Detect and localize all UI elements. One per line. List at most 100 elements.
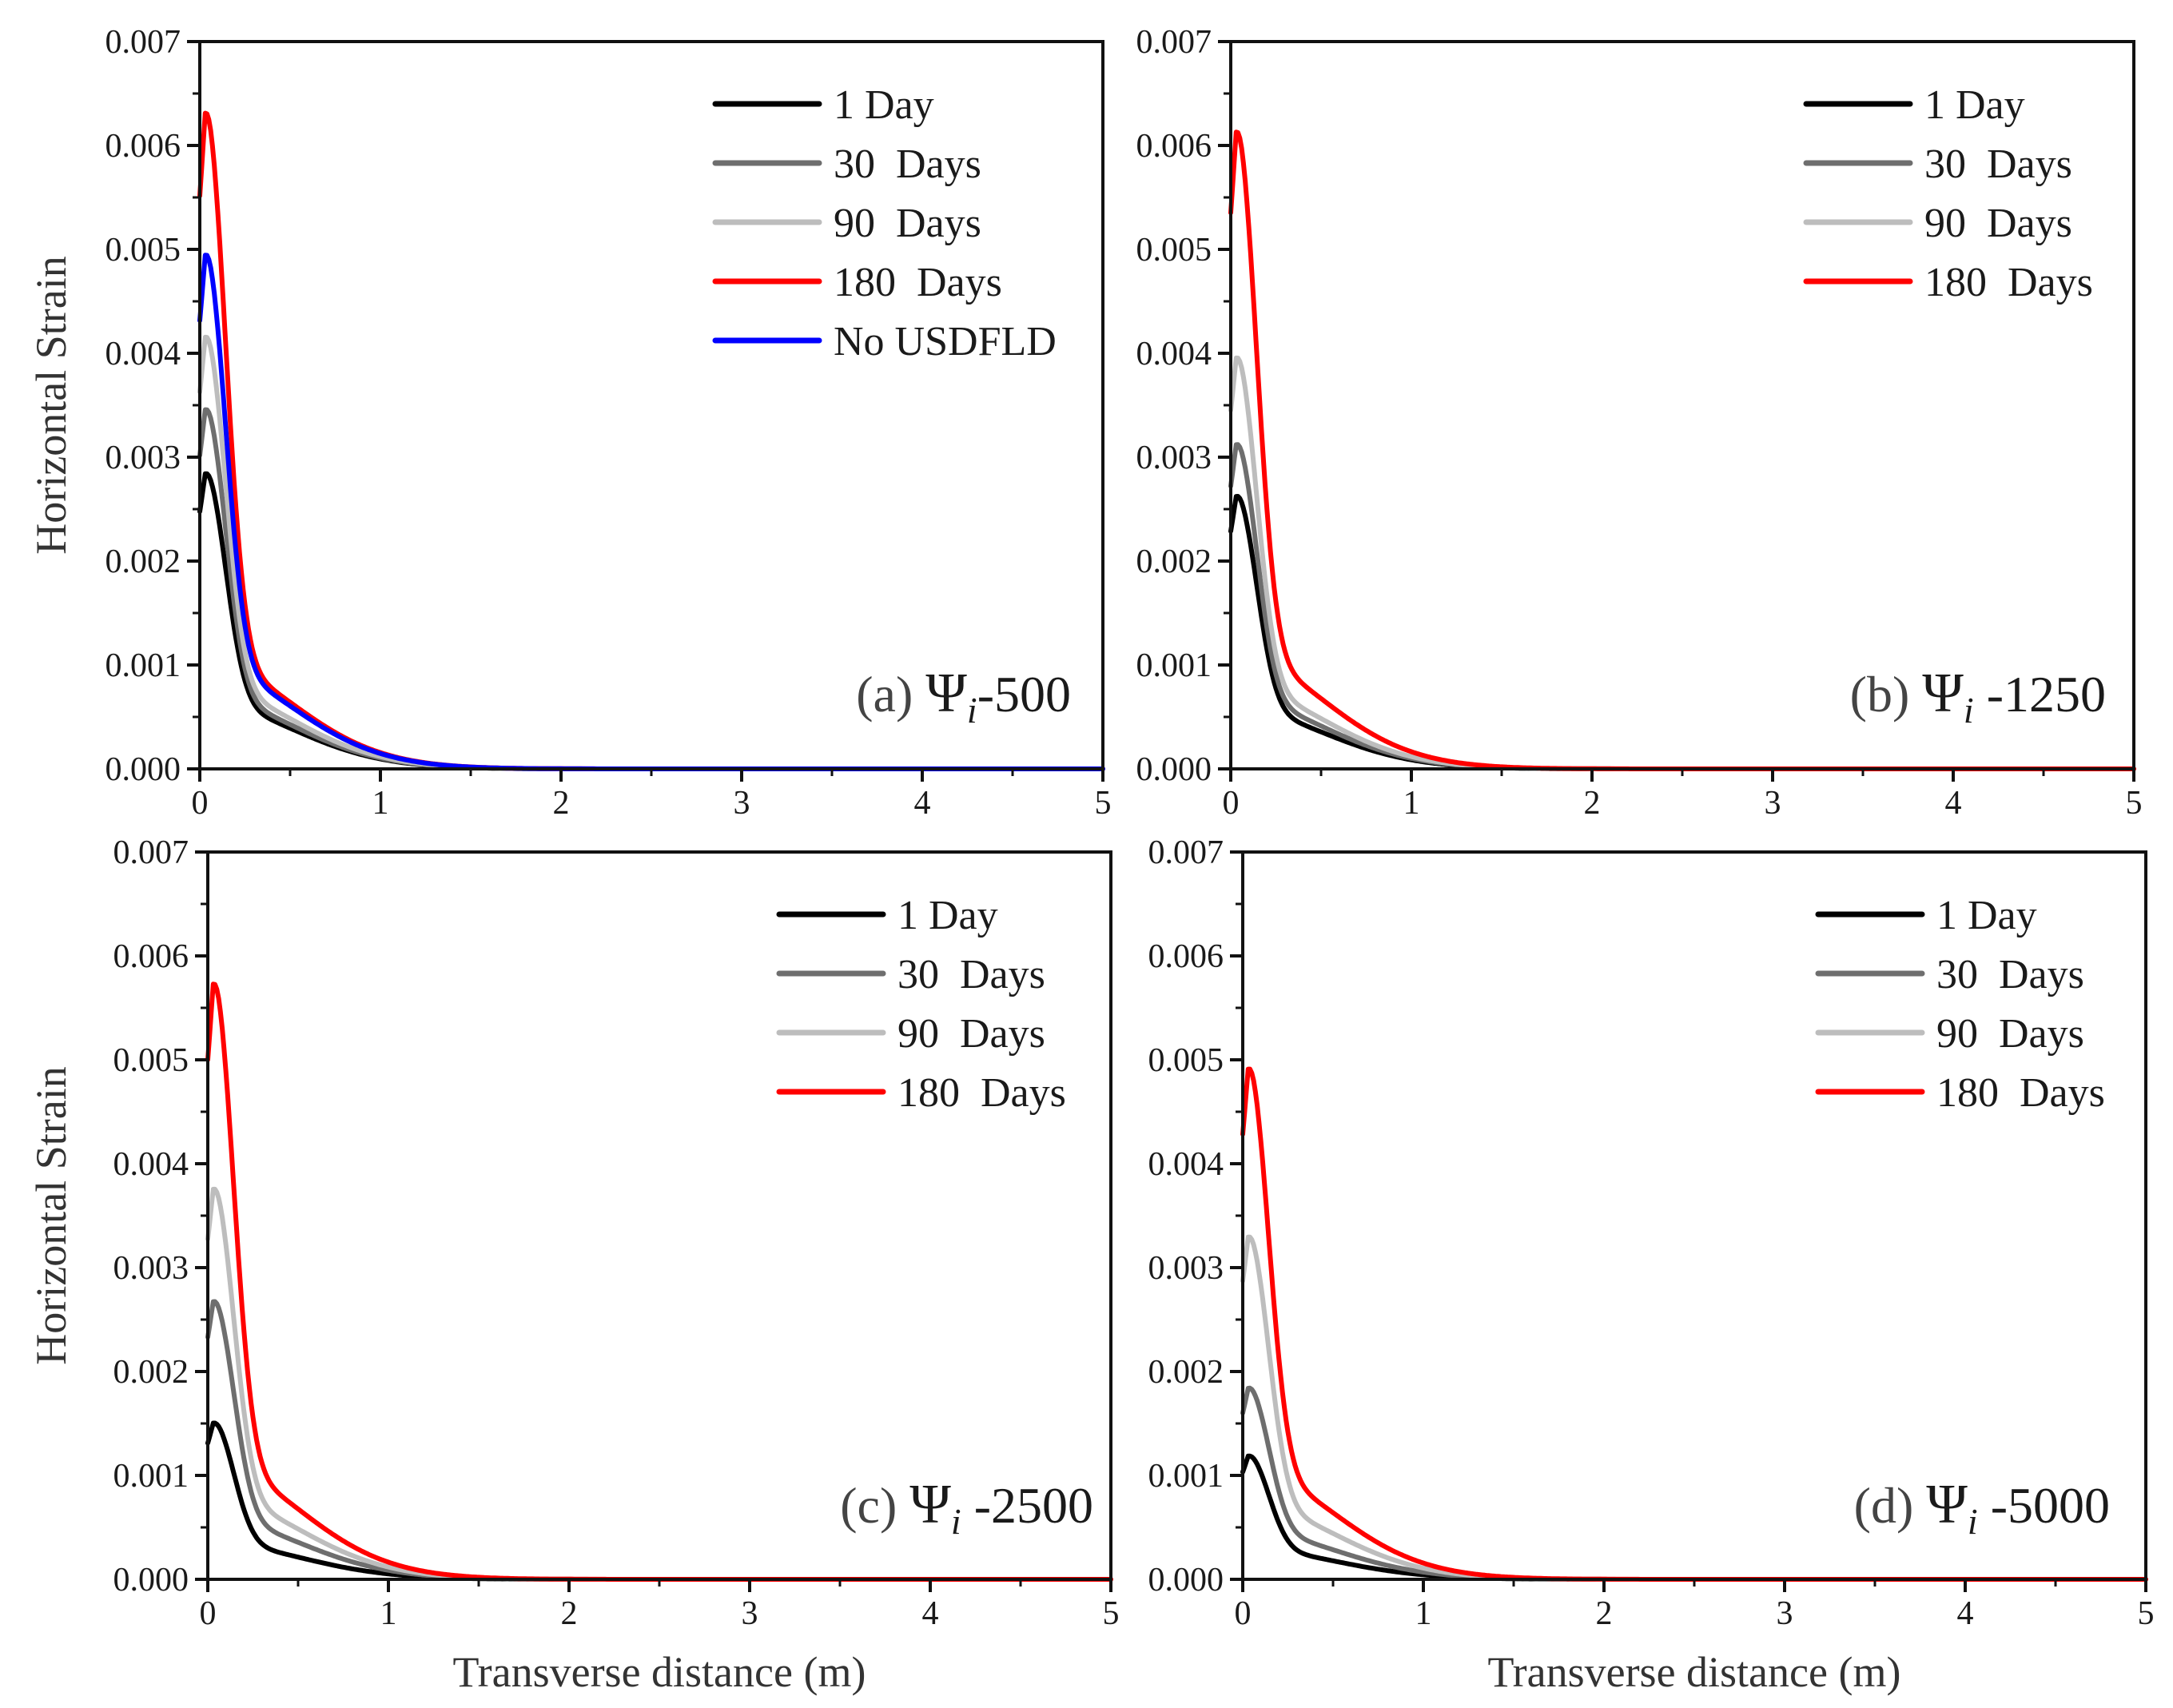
chart-panel-b: 0 1 2 3 4 5 0.000 0.001 0.002 0.003 0.004 0.005 0.00… xyxy=(1136,24,2143,822)
y-tick-label: 0.004 xyxy=(113,1146,189,1183)
legend-label-3: 90 Days xyxy=(897,1011,1045,1057)
legend-label-3: 90 Days xyxy=(834,201,981,246)
y-tick-label: 0.002 xyxy=(1148,1354,1224,1391)
legend: 1 Day 30 Days 90 Days 180 Days xyxy=(776,893,1066,1116)
x-tick-label: 5 xyxy=(2126,785,2143,822)
x-tick-label: 4 xyxy=(1957,1595,1974,1632)
panel-annotation: (a) Ψi-500 xyxy=(856,663,1071,731)
y-tick-label: 0.001 xyxy=(1136,647,1212,684)
y-tick-label: 0.007 xyxy=(105,24,181,61)
y-tick-label: 0.003 xyxy=(105,440,181,476)
y-tick-label: 0.006 xyxy=(105,128,181,165)
y-axis-title: Horizontal Strain xyxy=(27,1066,75,1364)
annotation-sub: i xyxy=(951,1501,961,1542)
chart-panel-a: 0 1 2 3 4 5 0.000 0.001 0.002 0.003 0.004 0.005 0.00… xyxy=(27,24,1112,822)
annotation-suffix: -2500 xyxy=(961,1477,1093,1534)
annotation-prefix: (d) xyxy=(1854,1477,1927,1534)
y-tick-label: 0.004 xyxy=(1148,1146,1224,1183)
annotation-sub: i xyxy=(1968,1501,1978,1542)
x-tick-label: 0 xyxy=(1235,1595,1252,1632)
y-tick-label: 0.007 xyxy=(113,834,189,871)
x-tick-label: 2 xyxy=(553,785,570,822)
legend-label-4: 180 Days xyxy=(834,260,1002,305)
legend-label-1: 1 Day xyxy=(1936,893,2037,938)
annotation-sub: i xyxy=(1964,690,1974,731)
x-tick-label: 5 xyxy=(1103,1595,1120,1632)
y-tick-label: 0.002 xyxy=(105,543,181,580)
legend-label-4: 180 Days xyxy=(1924,260,2093,305)
legend-label-2: 30 Days xyxy=(1924,141,2072,187)
legend-label-1: 1 Day xyxy=(897,893,998,938)
x-tick-label: 5 xyxy=(1095,785,1112,822)
y-tick-label: 0.002 xyxy=(1136,543,1212,580)
legend-label-2: 30 Days xyxy=(1936,952,2084,997)
panel-annotation: (b) Ψi -1250 xyxy=(1850,663,2106,731)
y-tick-label: 0.000 xyxy=(113,1562,189,1599)
y-tick-label: 0.000 xyxy=(105,751,181,788)
y-tick-label: 0.005 xyxy=(113,1042,189,1079)
x-tick-label: 4 xyxy=(1945,785,1962,822)
x-tick-label: 3 xyxy=(1777,1595,1793,1632)
x-tick-label: 2 xyxy=(1596,1595,1613,1632)
x-axis-title: Transverse distance (m) xyxy=(453,1648,866,1696)
y-tick-label: 0.006 xyxy=(113,938,189,975)
y-tick-label: 0.005 xyxy=(1136,232,1212,269)
panel-annotation: (d) Ψi -5000 xyxy=(1854,1474,2110,1542)
y-tick-label: 0.005 xyxy=(105,232,181,269)
legend-label-4: 180 Days xyxy=(897,1070,1066,1116)
x-tick-label: 1 xyxy=(1403,785,1420,822)
y-tick-label: 0.000 xyxy=(1148,1562,1224,1599)
annotation-symbol: Ψ xyxy=(909,1474,951,1535)
legend-label-2: 30 Days xyxy=(834,141,981,187)
annotation-suffix: -1250 xyxy=(1974,666,2106,723)
x-tick-label: 3 xyxy=(742,1595,758,1632)
x-tick-label: 1 xyxy=(380,1595,397,1632)
x-tick-label: 0 xyxy=(192,785,209,822)
x-tick-label: 2 xyxy=(1584,785,1601,822)
annotation-symbol: Ψ xyxy=(925,663,967,724)
y-tick-label: 0.003 xyxy=(1148,1250,1224,1287)
y-tick-label: 0.004 xyxy=(1136,336,1212,372)
annotation-suffix: -500 xyxy=(977,666,1071,723)
legend-label-3: 90 Days xyxy=(1924,201,2072,246)
legend-label-1: 1 Day xyxy=(1924,82,2025,128)
x-tick-label: 4 xyxy=(922,1595,939,1632)
y-tick-label: 0.007 xyxy=(1136,24,1212,61)
x-axis-title: Transverse distance (m) xyxy=(1488,1648,1901,1696)
x-tick-label: 2 xyxy=(561,1595,578,1632)
y-tick-label: 0.005 xyxy=(1148,1042,1224,1079)
x-tick-label: 1 xyxy=(1415,1595,1432,1632)
x-tick-label: 5 xyxy=(2138,1595,2155,1632)
annotation-symbol: Ψ xyxy=(1926,1474,1968,1535)
legend-label-4: 180 Days xyxy=(1936,1070,2105,1116)
y-tick-label: 0.003 xyxy=(113,1250,189,1287)
annotation-suffix: -5000 xyxy=(1978,1477,2110,1534)
y-tick-label: 0.007 xyxy=(1148,834,1224,871)
y-tick-label: 0.000 xyxy=(1136,751,1212,788)
legend: 1 Day 30 Days 90 Days 180 Days xyxy=(1803,82,2093,305)
legend-label-2: 30 Days xyxy=(897,952,1045,997)
x-tick-label: 0 xyxy=(200,1595,217,1632)
annotation-prefix: (a) xyxy=(856,666,925,723)
annotation-prefix: (c) xyxy=(840,1477,909,1534)
annotation-symbol: Ψ xyxy=(1922,663,1964,724)
series-line-2 xyxy=(205,1299,1113,1582)
x-tick-label: 3 xyxy=(1765,785,1781,822)
y-tick-label: 0.003 xyxy=(1136,440,1212,476)
x-tick-label: 1 xyxy=(372,785,389,822)
y-tick-label: 0.001 xyxy=(113,1458,189,1495)
chart-panel-c: 0 1 2 3 4 5 0.000 0.001 0.002 0.003 0.004 0.005 0.00… xyxy=(27,834,1120,1696)
chart-panel-d: 0 1 2 3 4 5 0.000 0.001 0.002 0.003 0.004 0.005 0.00… xyxy=(1148,834,2155,1696)
x-tick-label: 0 xyxy=(1223,785,1240,822)
y-tick-label: 0.004 xyxy=(105,336,181,372)
annotation-prefix: (b) xyxy=(1850,666,1923,723)
x-tick-label: 4 xyxy=(914,785,931,822)
y-tick-label: 0.002 xyxy=(113,1354,189,1391)
y-tick-label: 0.001 xyxy=(105,647,181,684)
legend: 1 Day 30 Days 90 Days 180 Days xyxy=(1815,893,2105,1116)
y-axis-title: Horizontal Strain xyxy=(27,256,75,554)
panel-annotation: (c) Ψi -2500 xyxy=(840,1474,1093,1542)
legend: 1 Day 30 Days 90 Days 180 Days No USDFLD xyxy=(712,82,1057,364)
y-tick-label: 0.001 xyxy=(1148,1458,1224,1495)
legend-label-3: 90 Days xyxy=(1936,1011,2084,1057)
